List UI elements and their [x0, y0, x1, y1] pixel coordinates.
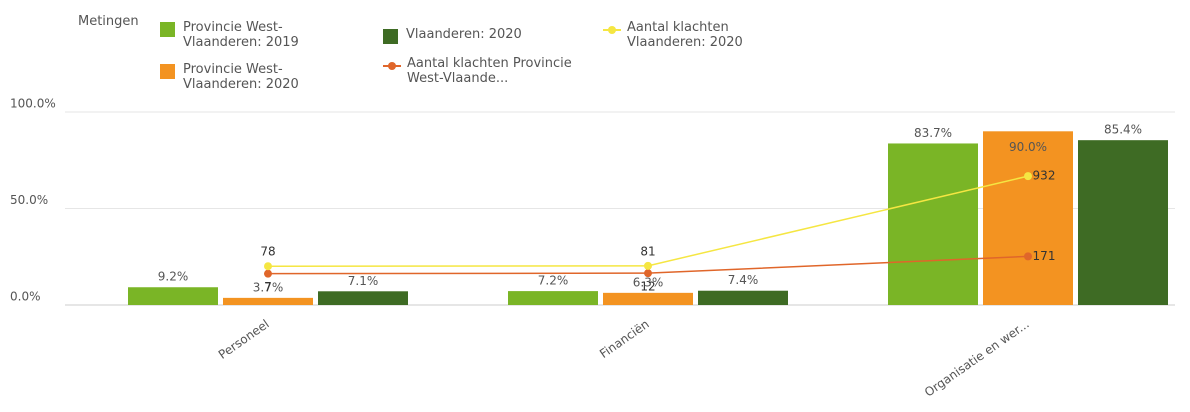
line-point [644, 261, 652, 270]
line-point [644, 269, 652, 278]
legend-item: Aantal klachten Provincie West-Vlaande..… [383, 56, 587, 86]
legend-label: Provincie West-Vlaanderen: 2020 [183, 62, 299, 92]
legend-item: Vlaanderen: 2020 [383, 27, 546, 44]
bar-label: 6.3% [633, 275, 664, 289]
bar [128, 287, 218, 305]
x-tick-label: Financiën [597, 317, 652, 361]
legend-label: Vlaanderen: 2020 [406, 27, 522, 42]
bar [508, 291, 598, 305]
y-tick-label: 50.0% [10, 193, 48, 207]
line-label: 932 [1033, 169, 1056, 183]
line-point [1024, 172, 1032, 181]
legend-item: Aantal klachten Vlaanderen: 2020 [603, 20, 757, 50]
bar-label: 7.1% [348, 274, 379, 288]
legend-label: Aantal klachten Vlaanderen: 2020 [627, 20, 743, 50]
bar-label: 90.0% [1009, 140, 1047, 154]
bar-label: 7.4% [728, 273, 759, 287]
line-label: 12 [640, 280, 655, 294]
legend-item: Provincie West-Vlaanderen: 2019 [160, 20, 308, 50]
bar-label: 7.2% [538, 274, 569, 288]
x-tick-label: Personeel [216, 317, 272, 362]
legend-item: Provincie West-Vlaanderen: 2020 [160, 62, 308, 92]
line-label: 78 [260, 245, 275, 259]
line-point [264, 262, 272, 271]
legend-marker [603, 22, 621, 37]
legend-label: Aantal klachten Provincie West-Vlaande..… [407, 56, 572, 86]
bar-label: 9.2% [158, 270, 189, 284]
bar [318, 291, 408, 305]
legend-dot [608, 26, 616, 34]
bar-label: 3.7% [253, 280, 284, 294]
legend-marker [383, 58, 401, 73]
line-label: 171 [1033, 249, 1056, 263]
legend-swatch [383, 29, 398, 44]
legend-dot [388, 62, 396, 70]
bar [603, 292, 693, 305]
y-tick-label: 0.0% [10, 290, 41, 304]
line-label: 81 [640, 244, 655, 258]
line-point [1024, 252, 1032, 261]
bar [888, 143, 978, 305]
legend-title: Metingen [78, 14, 139, 29]
bar-label: 85.4% [1104, 123, 1142, 137]
legend-swatch [160, 22, 175, 37]
bar [983, 131, 1073, 305]
line-label: 7 [264, 280, 272, 294]
bar-label: 83.7% [914, 126, 952, 140]
legend-label: Provincie West-Vlaanderen: 2019 [183, 20, 299, 50]
y-tick-label: 100.0% [10, 97, 56, 111]
x-tick-label: Organisatie en wer... [922, 317, 1032, 400]
legend-swatch [160, 64, 175, 79]
line-point [264, 269, 272, 278]
bar [223, 297, 313, 305]
bar [1078, 140, 1168, 305]
bar [698, 290, 788, 305]
